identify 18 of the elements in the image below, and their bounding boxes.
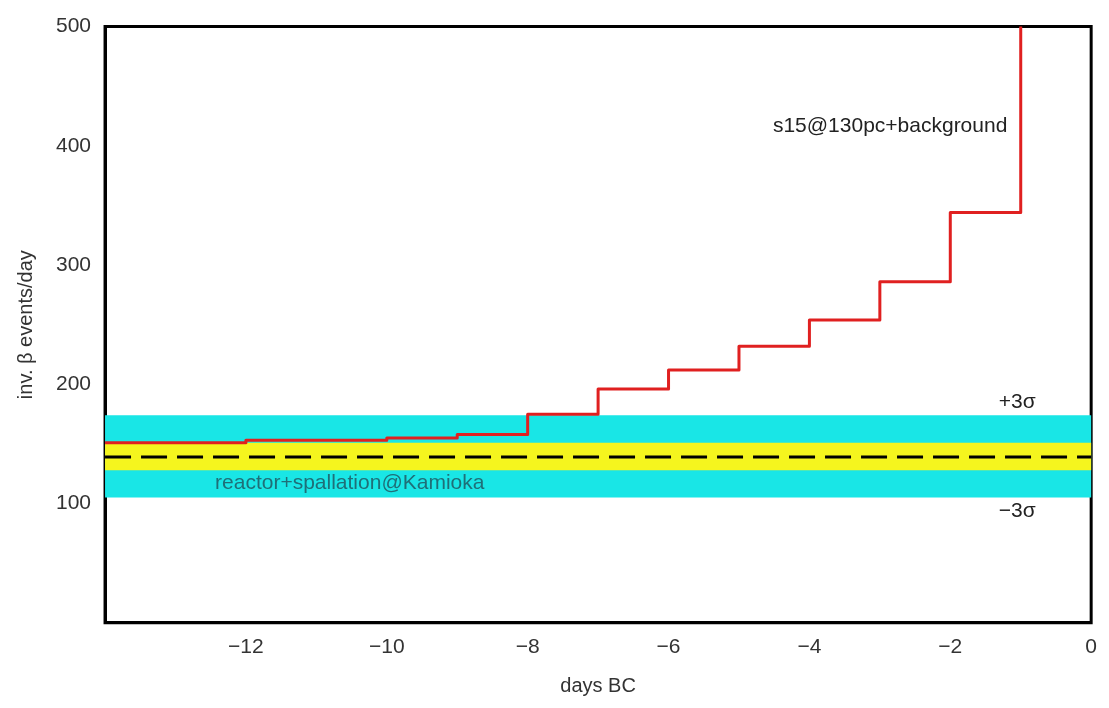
x-tick-label: −4: [797, 634, 822, 658]
annotation: +3σ: [998, 388, 1036, 412]
y-axis-title: inv. β events/day: [13, 250, 36, 400]
x-tick-label: −6: [656, 634, 681, 658]
y-tick-label: 400: [55, 132, 92, 156]
x-tick-label: −8: [515, 634, 540, 658]
x-tick-label: −2: [938, 634, 963, 658]
annotation: s15@130pc+background: [772, 113, 1008, 137]
y-tick-label: 500: [55, 13, 92, 37]
annotation: −3σ: [998, 497, 1036, 521]
x-tick-label: −10: [368, 634, 405, 658]
y-tick-label: 300: [55, 251, 92, 275]
x-axis-title: days BC: [560, 673, 636, 696]
ref-line-label: reactor+spallation@Kamioka: [215, 469, 485, 493]
y-tick-label: 100: [55, 490, 92, 514]
x-tick-label: −12: [228, 634, 264, 658]
x-tick-label: 0: [1085, 634, 1097, 658]
y-tick-label: 200: [55, 371, 92, 395]
